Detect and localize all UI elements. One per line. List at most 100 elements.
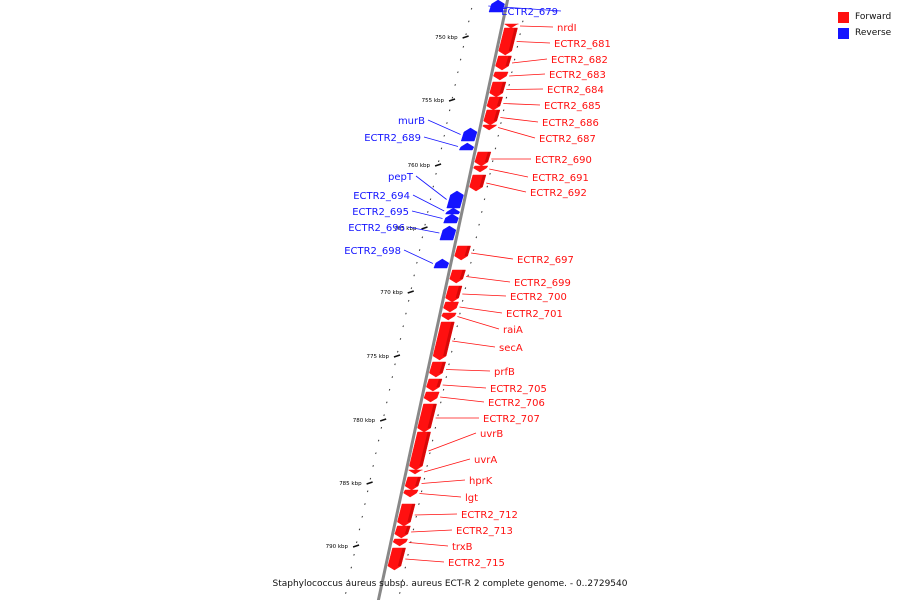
minor-tick (470, 261, 472, 264)
gene-label-hprK[interactable]: hprK (469, 476, 493, 487)
label-leader (457, 316, 500, 330)
gene-label-ECTR2_700[interactable]: ECTR2_700 (510, 292, 567, 303)
label-leader (516, 41, 551, 44)
gene-arrow-ECTR2_698[interactable] (433, 258, 450, 269)
gene-label-ECTR2_705[interactable]: ECTR2_705 (490, 384, 547, 395)
minor-tick (418, 503, 420, 505)
gene-label-ECTR2_698[interactable]: ECTR2_698 (344, 246, 401, 257)
gene-label-secA[interactable]: secA (499, 343, 523, 354)
gene-label-ECTR2_707[interactable]: ECTR2_707 (483, 414, 540, 425)
gene-arrow-ECTR2_683[interactable] (493, 71, 509, 81)
gene-label-nrdI[interactable]: nrdI (557, 23, 577, 34)
gene-shade (499, 82, 506, 93)
gene-label-ECTR2_685[interactable]: ECTR2_685 (544, 101, 601, 112)
gene-label-lgt[interactable]: lgt (465, 493, 478, 504)
gene-arrow-nrdI[interactable] (503, 23, 519, 29)
tick-label: 755 kbp (422, 98, 445, 104)
gene-label-trxB[interactable]: trxB (452, 542, 473, 553)
gene-label-ECTR2_706[interactable]: ECTR2_706 (488, 398, 545, 409)
gene-arrow-ECTR2_689[interactable] (458, 142, 475, 151)
gene-arrow-ECTR2_706[interactable] (423, 391, 440, 403)
gene-label-ECTR2_682[interactable]: ECTR2_682 (551, 55, 608, 66)
minor-tick (472, 249, 475, 251)
gene-label-pepT[interactable]: pepT (388, 172, 414, 183)
gene-shade (397, 548, 406, 566)
minor-tick (459, 312, 461, 315)
label-leader (407, 226, 440, 234)
minor-tick (470, 7, 473, 10)
minor-tick (432, 185, 435, 188)
gene-label-ECTR2_697[interactable]: ECTR2_697 (517, 255, 574, 266)
gene-arrow-murB[interactable] (460, 127, 478, 142)
gene-label-ECTR2_691[interactable]: ECTR2_691 (532, 173, 589, 184)
gene-label-ECTR2_689[interactable]: ECTR2_689 (364, 133, 421, 144)
gene-shade (496, 97, 503, 106)
gene-label-ECTR2_715[interactable]: ECTR2_715 (448, 558, 505, 569)
minor-tick (350, 566, 353, 569)
gene-label-ECTR2_713[interactable]: ECTR2_713 (456, 526, 513, 537)
gene-arrow-pepT[interactable] (446, 190, 464, 209)
gene-shade (404, 526, 411, 534)
gene-arrow-ECTR2_691[interactable] (473, 165, 489, 173)
minor-tick (446, 122, 448, 124)
minor-tick (519, 33, 521, 36)
gene-label-ECTR2_692[interactable]: ECTR2_692 (530, 188, 587, 199)
label-leader (442, 384, 487, 389)
minor-tick (431, 439, 434, 442)
label-leader (466, 276, 511, 283)
label-leader (509, 73, 546, 77)
gene-label-ECTR2_712[interactable]: ECTR2_712 (461, 510, 518, 521)
gene-label-ECTR2_684[interactable]: ECTR2_684 (547, 85, 604, 96)
gene-shade (484, 152, 491, 162)
gene-arrow-ECTR2_696[interactable] (439, 225, 457, 241)
gene-label-ECTR2_701[interactable]: ECTR2_701 (506, 309, 563, 320)
minor-tick (364, 503, 366, 505)
gene-label-ECTR2_681[interactable]: ECTR2_681 (554, 39, 611, 50)
gene-arrow-ECTR2_695[interactable] (443, 213, 459, 224)
gene-label-ECTR2_683[interactable]: ECTR2_683 (549, 70, 606, 81)
tick-label: 750 kbp (435, 35, 458, 41)
label-leader (471, 252, 514, 260)
gene-features (387, 0, 519, 571)
minor-tick (345, 592, 347, 594)
gene-label-prfB[interactable]: prfB (494, 367, 515, 378)
minor-tick (355, 541, 358, 544)
gene-label-ECTR2_679[interactable]: ECTR2_679 (501, 7, 558, 18)
major-tick (393, 354, 401, 358)
minor-tick (462, 45, 465, 48)
gene-label-raiA[interactable]: raiA (503, 325, 523, 336)
label-leader (412, 194, 445, 212)
gene-arrow-uvrA[interactable] (407, 469, 423, 475)
minor-tick (491, 160, 494, 163)
label-leader (405, 558, 445, 563)
minor-tick (481, 211, 483, 213)
gene-label-ECTR2_686[interactable]: ECTR2_686 (542, 118, 599, 129)
minor-tick (448, 363, 450, 366)
minor-tick (429, 452, 431, 455)
label-leader (408, 542, 449, 547)
label-leader (421, 479, 466, 484)
label-leader (423, 136, 459, 147)
gene-label-uvrA[interactable]: uvrA (474, 455, 497, 466)
gene-arrow-raiA[interactable] (441, 312, 457, 321)
gene-label-ECTR2_694[interactable]: ECTR2_694 (353, 191, 410, 202)
gene-arrow-ECTR2_679[interactable] (488, 0, 505, 13)
minor-tick (453, 338, 456, 340)
minor-tick (347, 579, 350, 582)
gene-arrow-ECTR2_694[interactable] (445, 207, 461, 215)
gene-label-ECTR2_699[interactable]: ECTR2_699 (514, 278, 571, 289)
gene-arrow-trxB[interactable] (392, 538, 409, 547)
gene-arrow-lgt[interactable] (403, 489, 419, 498)
gene-arrow-ECTR2_687[interactable] (482, 124, 498, 131)
gene-label-uvrB[interactable]: uvrB (480, 429, 503, 440)
minor-tick (394, 363, 396, 366)
gene-label-ECTR2_687[interactable]: ECTR2_687 (539, 134, 596, 145)
gene-arrow-ECTR2_701[interactable] (443, 301, 459, 313)
gene-label-murB[interactable]: murB (398, 116, 425, 127)
gene-label-ECTR2_690[interactable]: ECTR2_690 (535, 155, 592, 166)
minor-tick (494, 147, 497, 150)
gene-label-ECTR2_696[interactable]: ECTR2_696 (348, 223, 405, 234)
gene-label-ECTR2_695[interactable]: ECTR2_695 (352, 207, 409, 218)
minor-tick (450, 350, 453, 353)
